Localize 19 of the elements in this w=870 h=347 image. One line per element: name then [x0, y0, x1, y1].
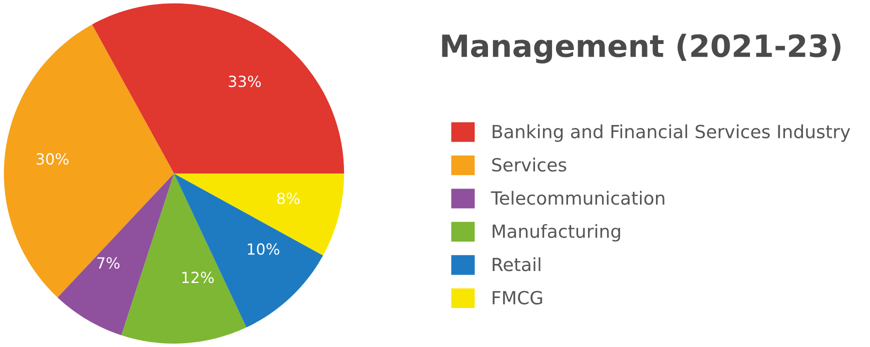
legend-label: FMCG: [492, 290, 542, 304]
pie-slice: [121, 174, 246, 344]
legend-label: Services: [492, 158, 566, 172]
pie-slice: [58, 174, 174, 336]
data-label: 12%: [182, 272, 214, 284]
text: Management (2021-23): [442, 34, 840, 64]
data-label: 7%: [97, 257, 120, 269]
data-label: 8%: [277, 192, 300, 204]
pie-slice: [174, 174, 324, 328]
data-label: 30%: [36, 153, 69, 165]
legend-label: Telecommunication: [490, 190, 664, 205]
legend-label: Banking and Financial Services Industry: [492, 124, 850, 142]
pie-slice: [4, 24, 174, 298]
data-label: 10%: [248, 243, 280, 255]
legend-label: Retail: [492, 257, 540, 272]
data-label: 33%: [228, 76, 261, 88]
legend-label: Manufacturing: [492, 224, 620, 242]
pie-slice: [174, 174, 344, 256]
pie-slice: [92, 3, 344, 174]
